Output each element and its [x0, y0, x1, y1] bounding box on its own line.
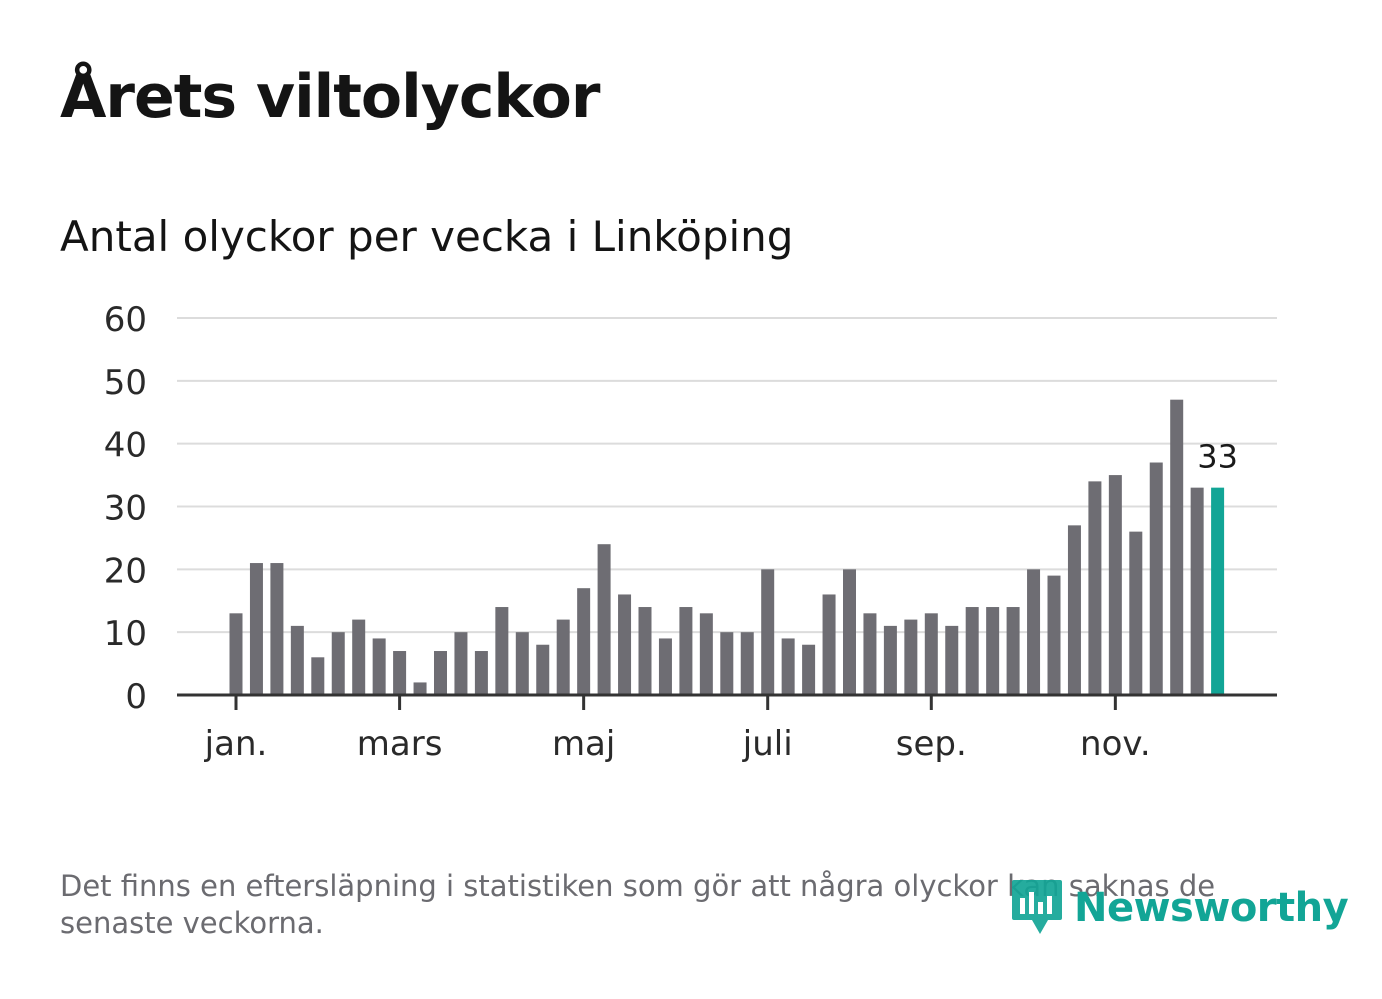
- bar: [290, 625, 304, 695]
- x-tick-label: juli: [742, 724, 793, 764]
- bar: [1149, 462, 1163, 695]
- bar: [618, 594, 632, 695]
- x-tick-label: mars: [357, 724, 443, 764]
- bar: [638, 607, 652, 695]
- bar: [1067, 525, 1081, 695]
- bar: [843, 569, 856, 695]
- bar: [658, 638, 672, 695]
- bar: [556, 619, 570, 695]
- bar: [311, 657, 325, 695]
- y-tick-label: 50: [104, 363, 147, 403]
- x-tick-label: nov.: [1080, 724, 1151, 764]
- highlight-data-label: 33: [1197, 438, 1238, 476]
- y-tick-label: 0: [125, 677, 147, 717]
- y-tick-label: 40: [104, 426, 147, 466]
- bar: [1170, 399, 1184, 695]
- bar: [945, 625, 959, 695]
- chart-subtitle: Antal olyckor per vecka i Linköping: [60, 212, 794, 261]
- bar: [597, 544, 611, 695]
- chart-title: Årets viltolyckor: [60, 62, 600, 132]
- bar: [474, 651, 488, 695]
- bar: [1190, 487, 1204, 695]
- bar: [904, 619, 918, 695]
- bar: [1027, 569, 1041, 695]
- bar: [965, 607, 979, 695]
- bar: [536, 644, 550, 695]
- bar-highlight: [1211, 487, 1225, 695]
- newsworthy-logo-icon: [1012, 880, 1062, 934]
- x-tick-label: jan.: [204, 724, 268, 764]
- bar: [761, 569, 775, 695]
- bar: [577, 588, 591, 695]
- bar: [740, 632, 754, 695]
- bar: [679, 607, 693, 695]
- bar: [270, 563, 284, 695]
- bar: [986, 607, 1000, 695]
- x-tick-label: sep.: [896, 724, 967, 764]
- bar: [720, 632, 734, 695]
- bar: [229, 613, 243, 695]
- bar: [249, 563, 263, 695]
- bar: [1088, 481, 1102, 695]
- y-tick-label: 10: [104, 614, 147, 654]
- bar: [515, 632, 529, 695]
- bar: [863, 613, 877, 695]
- bar: [372, 638, 386, 695]
- bar: [699, 613, 713, 695]
- bar: [495, 607, 509, 695]
- bar: [352, 619, 366, 695]
- bar: [1047, 575, 1061, 695]
- bar: [822, 594, 836, 695]
- bar: [1006, 607, 1020, 695]
- bar: [331, 632, 345, 695]
- bar: [883, 625, 897, 695]
- bar: [1108, 475, 1122, 695]
- bar-chart: 0 10 20 30 40 50 60 33 jan. mars maj juli sep. nov.: [104, 300, 1277, 764]
- y-tick-label: 30: [104, 489, 147, 529]
- newsworthy-logo-text: Newsworthy: [1074, 885, 1349, 931]
- y-tick-label: 20: [104, 551, 147, 591]
- bar: [802, 644, 816, 695]
- bar: [434, 651, 447, 695]
- bar: [413, 682, 427, 695]
- bar: [781, 638, 795, 695]
- newsworthy-logo: Newsworthy: [1010, 878, 1349, 938]
- bar: [924, 613, 938, 695]
- bar: [393, 651, 407, 695]
- bar: [1129, 531, 1143, 695]
- x-tick-label: maj: [552, 724, 615, 764]
- y-tick-label: 60: [104, 300, 147, 340]
- bar: [454, 632, 468, 695]
